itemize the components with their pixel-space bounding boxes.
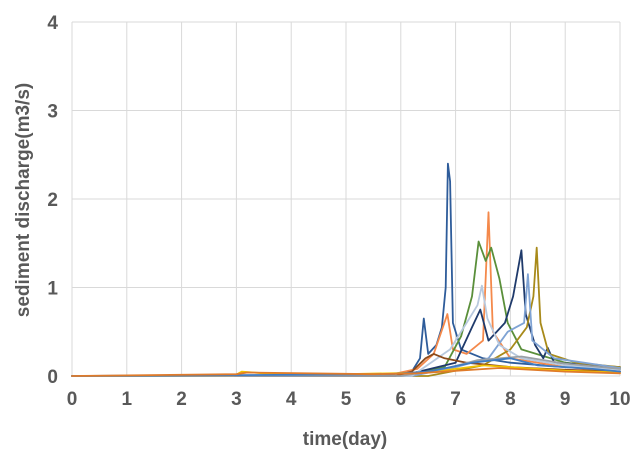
- series-line-7: [71, 284, 621, 377]
- series-line-10: [71, 355, 621, 377]
- x-tick-label: 1: [122, 389, 133, 410]
- x-tick-label: 5: [341, 389, 352, 410]
- x-axis-label: time(day): [303, 429, 387, 450]
- x-tick-label: 2: [176, 389, 187, 410]
- series-lines: [71, 162, 621, 377]
- series-line-11: [71, 357, 621, 377]
- x-tick-label: 7: [450, 389, 461, 410]
- x-tick-label: 9: [560, 389, 571, 410]
- series-line-3: [71, 240, 621, 377]
- x-tick-label: 4: [286, 389, 297, 410]
- gridlines: [71, 21, 621, 377]
- y-tick-label: 2: [47, 190, 58, 211]
- series-line-5: [71, 246, 621, 377]
- y-tick-labels: 0 1 2 3 4: [47, 13, 58, 388]
- y-tick-label: 3: [47, 102, 58, 123]
- x-tick-label: 8: [505, 389, 516, 410]
- series-line-12: [71, 367, 621, 377]
- x-tick-label: 3: [231, 389, 242, 410]
- y-tick-label: 1: [47, 279, 58, 300]
- x-tick-label: 6: [396, 389, 407, 410]
- x-tick-label: 10: [609, 389, 630, 410]
- x-tick-labels: 0 1 2 3 4 5 6 7 8 9 10: [67, 389, 631, 410]
- x-tick-label: 0: [67, 389, 78, 410]
- y-axis-label: sediment discharge(m3/s): [13, 83, 34, 317]
- y-tick-label: 0: [47, 367, 58, 388]
- y-tick-label: 4: [47, 13, 58, 34]
